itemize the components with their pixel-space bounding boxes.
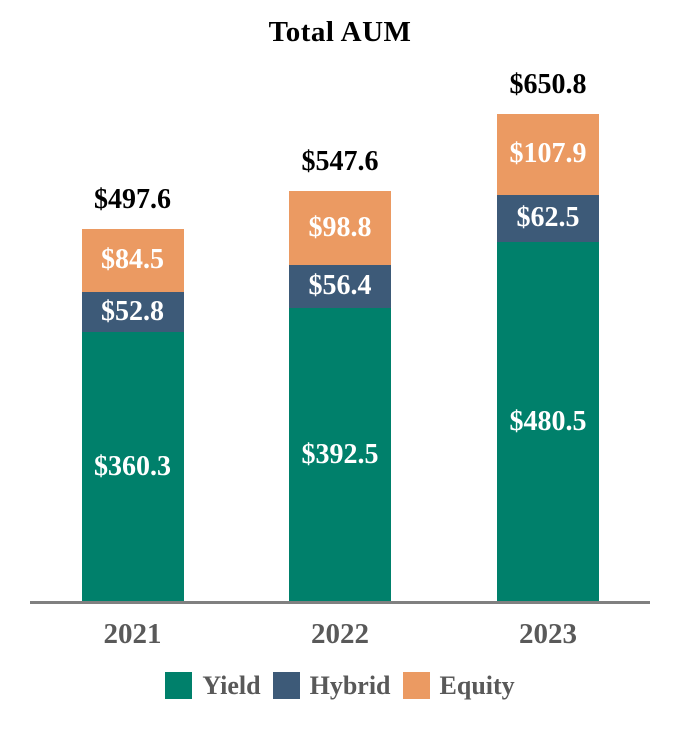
bar-2021-yield-segment: $360.3 (81, 331, 184, 602)
chart-title: Total AUM (268, 16, 412, 48)
legend-item-hybrid: Hybrid (272, 670, 391, 700)
bar-2021-total-label: $497.6 (94, 183, 171, 215)
x-axis-label-2023: 2023 (519, 618, 577, 650)
legend-item-yield: Yield (165, 670, 261, 700)
bar-2022-yield-segment: $392.5 (289, 307, 391, 602)
bar-2023-hybrid-value-label: $62.5 (516, 202, 580, 234)
bar-2023-total-label: $650.8 (509, 68, 587, 100)
hybrid-color-swatch (272, 672, 300, 699)
legend-label-hybrid: Hybrid (309, 670, 391, 700)
equity-color-swatch (402, 672, 430, 699)
x-axis-label-2021: 2021 (103, 618, 162, 650)
bar-2022-equity-segment: $98.8 (289, 191, 391, 266)
bar-2023-hybrid-segment: $62.5 (497, 194, 599, 242)
bar-2021-equity-value-label: $84.5 (101, 244, 164, 276)
bar-2021-yield-value-label: $360.3 (94, 450, 171, 482)
bar-2023-equity-value-label: $107.9 (509, 138, 587, 170)
bar-2022-total-label: $547.6 (301, 146, 379, 178)
legend: Yield Hybrid Equity (0, 672, 680, 699)
bar-2021-hybrid-segment: $52.8 (81, 292, 184, 332)
legend-label-yield: Yield (202, 670, 261, 700)
bar-2023-equity-segment: $107.9 (497, 113, 599, 195)
x-axis-line (30, 601, 650, 604)
x-axis-label-2022: 2022 (311, 618, 369, 650)
bar-2022-hybrid-value-label: $56.4 (308, 270, 372, 302)
bar-2022-equity-value-label: $98.8 (308, 212, 372, 244)
legend-item-equity: Equity (402, 670, 515, 700)
bar-2022-yield-value-label: $392.5 (301, 438, 379, 470)
legend-label-equity: Equity (439, 670, 515, 700)
bar-2023-yield-segment: $480.5 (497, 241, 599, 602)
bar-2021-hybrid-value-label: $52.8 (101, 295, 164, 327)
yield-color-swatch (165, 672, 193, 699)
bar-2022-hybrid-segment: $56.4 (289, 265, 391, 308)
bar-2021-equity-segment: $84.5 (81, 228, 184, 293)
bar-2023-yield-value-label: $480.5 (509, 405, 587, 437)
